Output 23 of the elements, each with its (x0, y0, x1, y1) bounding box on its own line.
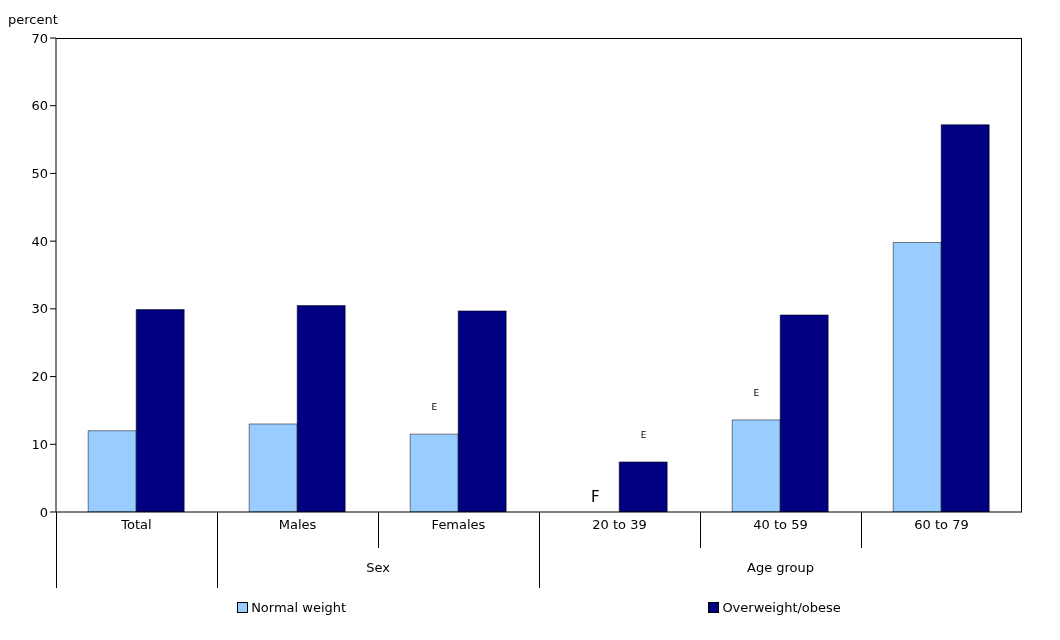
x-tick-label: Females (431, 517, 486, 533)
data-label: E (640, 429, 647, 440)
data-label: E (753, 387, 760, 398)
x-tick-label: 20 to 39 (592, 517, 647, 533)
y-tick-label: 70 (31, 30, 48, 46)
text: Age group (746, 560, 815, 575)
y-tick-label: 0 (39, 504, 48, 520)
x-tick-label: Males (278, 517, 317, 533)
text: F (591, 488, 600, 506)
y-tick-label: 60 (31, 98, 48, 114)
data-label: E (431, 402, 438, 413)
legend-label: Overweight/obese (722, 600, 841, 615)
y-tick-label: 20 (31, 369, 48, 385)
y-tick-label: 30 (31, 301, 48, 317)
y-tick-label: 10 (31, 436, 48, 452)
y-tick-label: 40 (31, 233, 48, 249)
legend-label: Normal weight (251, 600, 347, 615)
text: Sex (366, 560, 390, 575)
y-axis-title: percent (8, 12, 58, 27)
x-tick-label: 40 to 59 (753, 517, 808, 533)
x-tick-label: Total (120, 517, 152, 533)
x-tick-label: 60 to 79 (914, 517, 969, 533)
y-tick-label: 50 (31, 166, 48, 182)
